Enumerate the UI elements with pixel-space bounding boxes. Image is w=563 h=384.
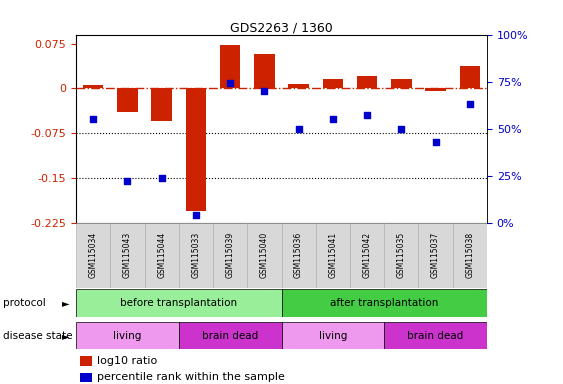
Text: ►: ► — [62, 331, 69, 341]
Bar — [384, 322, 487, 349]
Point — [226, 80, 235, 86]
Point — [328, 116, 337, 122]
Point — [466, 101, 475, 107]
Text: brain dead: brain dead — [202, 331, 258, 341]
Bar — [323, 79, 343, 88]
Point — [123, 178, 132, 184]
Text: GSM115038: GSM115038 — [466, 232, 475, 278]
Text: disease state: disease state — [3, 331, 72, 341]
Text: GSM115033: GSM115033 — [191, 232, 200, 278]
Text: percentile rank within the sample: percentile rank within the sample — [97, 372, 284, 382]
Text: GSM115034: GSM115034 — [88, 232, 97, 278]
Bar — [76, 223, 110, 288]
Text: living: living — [319, 331, 347, 341]
Text: GSM115042: GSM115042 — [363, 232, 372, 278]
Bar — [282, 322, 384, 349]
Point — [157, 174, 166, 180]
Text: ►: ► — [62, 298, 69, 308]
Bar — [385, 223, 418, 288]
Bar — [179, 223, 213, 288]
Bar — [110, 223, 145, 288]
Bar — [83, 85, 104, 88]
Text: after transplantation: after transplantation — [330, 298, 439, 308]
Bar — [80, 356, 92, 366]
Point — [431, 139, 440, 145]
Bar — [179, 322, 282, 349]
Bar — [426, 88, 446, 91]
Text: GSM115037: GSM115037 — [431, 232, 440, 278]
Bar — [288, 84, 309, 88]
Point — [88, 116, 97, 122]
Text: before transplantation: before transplantation — [120, 298, 238, 308]
Bar — [213, 223, 247, 288]
Bar — [186, 88, 206, 211]
Text: brain dead: brain dead — [408, 331, 464, 341]
Bar — [254, 54, 275, 88]
Bar — [282, 223, 316, 288]
Text: log10 ratio: log10 ratio — [97, 356, 157, 366]
Bar — [220, 45, 240, 88]
Bar — [247, 223, 282, 288]
Text: GSM115044: GSM115044 — [157, 232, 166, 278]
Text: GSM115036: GSM115036 — [294, 232, 303, 278]
Text: protocol: protocol — [3, 298, 46, 308]
Text: GSM115041: GSM115041 — [328, 232, 337, 278]
Point — [191, 212, 200, 218]
Point — [397, 126, 406, 132]
Text: GSM115043: GSM115043 — [123, 232, 132, 278]
Point — [363, 113, 372, 119]
Bar — [76, 322, 179, 349]
Bar — [151, 88, 172, 121]
Bar — [145, 223, 179, 288]
Title: GDS2263 / 1360: GDS2263 / 1360 — [230, 22, 333, 35]
Bar — [282, 289, 487, 317]
Point — [294, 126, 303, 132]
Bar — [418, 223, 453, 288]
Bar — [316, 223, 350, 288]
Bar — [350, 223, 384, 288]
Bar — [453, 223, 487, 288]
Bar — [391, 79, 412, 88]
Bar — [76, 289, 282, 317]
Text: living: living — [113, 331, 141, 341]
Text: GSM115039: GSM115039 — [226, 232, 235, 278]
Text: GSM115040: GSM115040 — [260, 232, 269, 278]
Bar — [117, 88, 138, 112]
Bar — [459, 66, 480, 88]
Point — [260, 88, 269, 94]
Bar — [357, 76, 377, 88]
Text: GSM115035: GSM115035 — [397, 232, 406, 278]
Bar — [80, 372, 92, 382]
